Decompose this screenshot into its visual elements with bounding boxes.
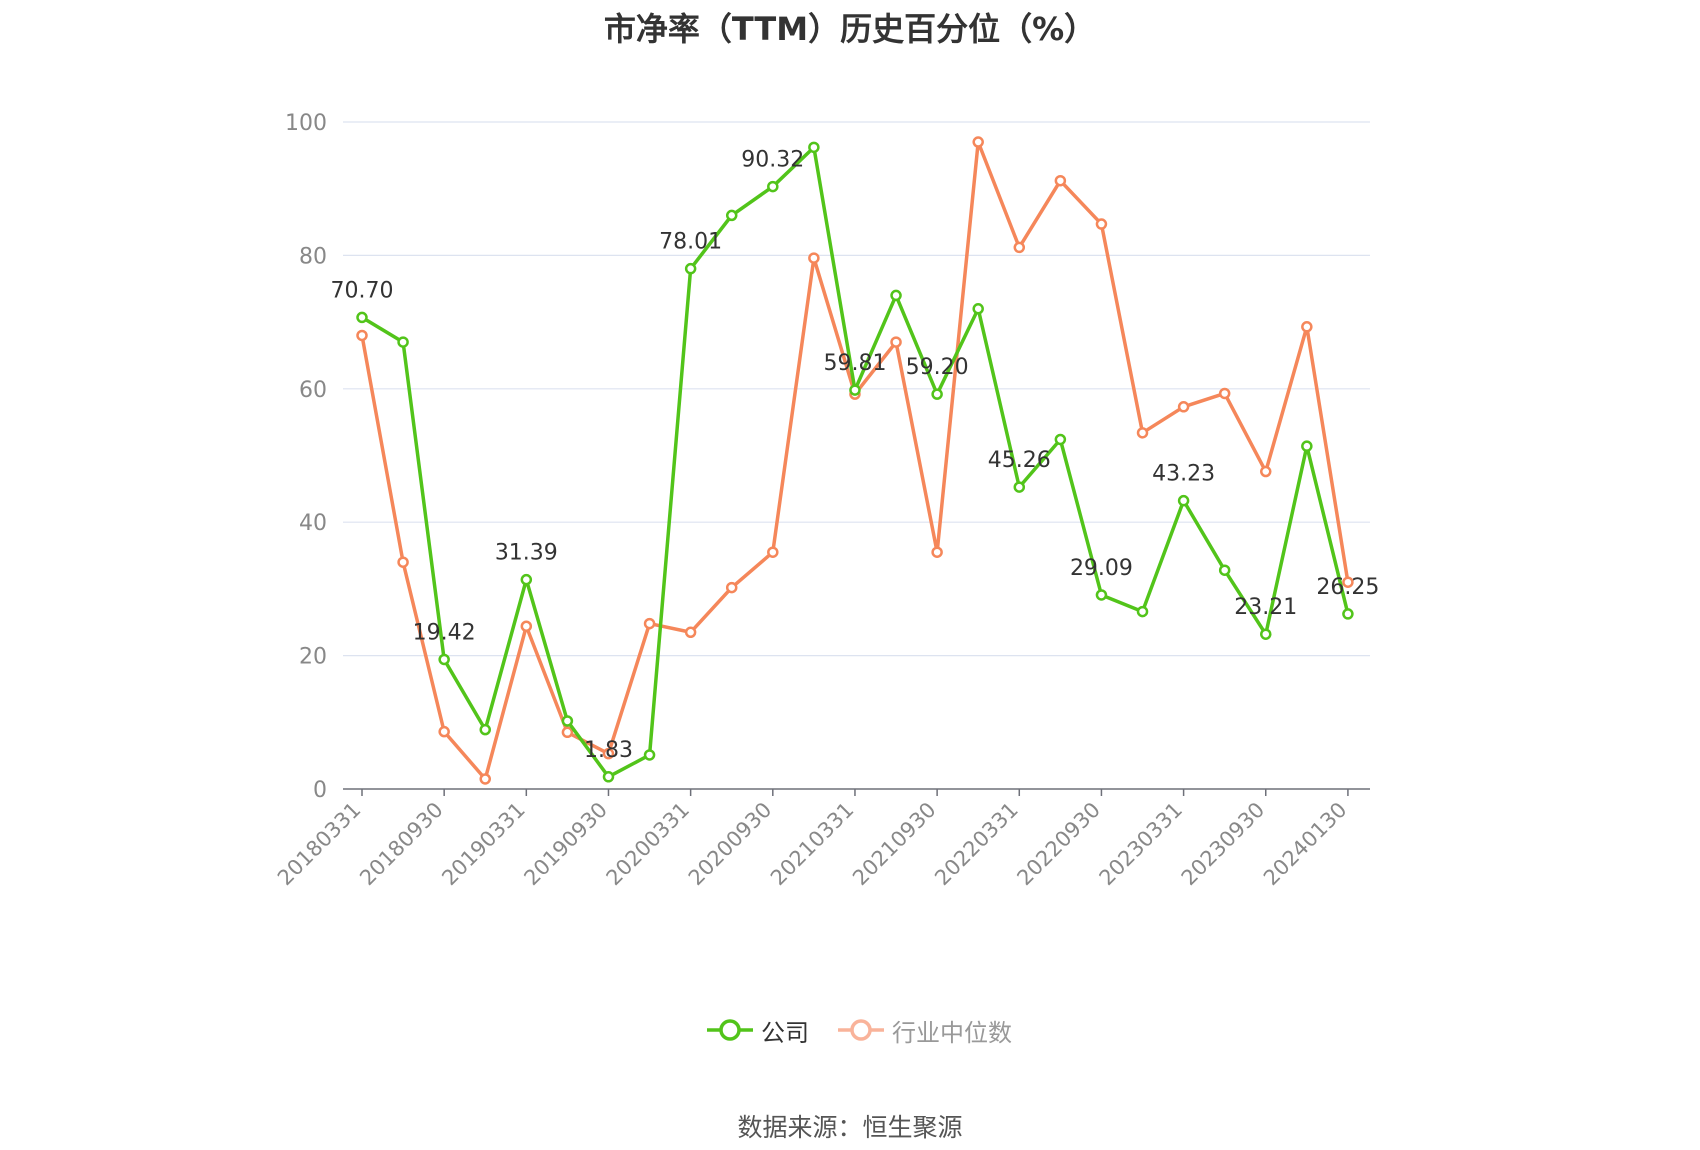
industry-point: [1218, 387, 1231, 400]
legend-company-icon: [707, 1019, 753, 1041]
x-tick-label: 20200930: [684, 798, 777, 891]
company-point: [684, 262, 697, 275]
x-tick-label: 20240130: [1259, 798, 1352, 891]
legend-label-industry: 行业中位数: [892, 1018, 1012, 1047]
y-tick-label: 20: [299, 645, 327, 670]
legend-industry-icon: [838, 1019, 884, 1041]
industry-point: [602, 747, 615, 760]
company-point: [931, 388, 943, 400]
industry-point: [520, 620, 533, 633]
data-label: 19.42: [413, 620, 476, 645]
company-point: [725, 209, 738, 222]
industry-point: [684, 626, 697, 639]
company-point: [972, 303, 984, 315]
company-point: [397, 336, 409, 348]
x-tick-label: 20210930: [848, 798, 941, 891]
industry-point: [438, 725, 450, 738]
company-point: [520, 573, 533, 586]
company-point: [479, 723, 491, 736]
company-point: [890, 289, 902, 302]
data-label: 78.01: [659, 230, 722, 255]
data-label: 45.26: [988, 448, 1051, 473]
company-point: [1342, 608, 1354, 620]
legend-label-company: 公司: [761, 1018, 809, 1047]
industry-point: [890, 336, 902, 348]
data-label: 43.23: [1152, 462, 1215, 487]
industry-point: [1342, 576, 1354, 588]
data-label: 90.32: [741, 148, 804, 173]
industry-point: [356, 329, 368, 342]
x-tick-label: 20230930: [1177, 798, 1270, 891]
company-point: [438, 653, 450, 666]
data-label: 59.81: [823, 351, 886, 376]
company-point: [561, 715, 574, 727]
industry-point: [1177, 401, 1190, 413]
company-point: [1301, 440, 1313, 452]
source-note: 数据来源：恒生聚源: [737, 1113, 963, 1142]
industry-point: [1136, 427, 1149, 439]
data-label: 1.83: [584, 738, 633, 763]
company-point: [1054, 433, 1067, 446]
company-point: [1136, 605, 1149, 618]
legend-item-company[interactable]: 公司: [707, 1010, 809, 1050]
industry-point: [643, 617, 656, 630]
data-label: 26.25: [1316, 575, 1379, 600]
x-tick-label: 20230331: [1095, 798, 1188, 891]
industry-point: [1054, 174, 1067, 187]
company-point: [602, 771, 615, 783]
company-point: [1013, 481, 1026, 493]
industry-point: [1260, 465, 1272, 478]
y-tick-label: 40: [299, 511, 327, 536]
legend-item-industry[interactable]: 行业中位数: [838, 1010, 1012, 1050]
data-label: 31.39: [495, 541, 558, 566]
y-tick-label: 80: [299, 244, 327, 269]
company-point: [643, 749, 656, 761]
industry-point: [1013, 241, 1026, 254]
company-point: [356, 311, 368, 324]
industry-point: [931, 546, 943, 558]
axes: 0 20 40 60 80 100 2018033120180930201903312019…: [273, 111, 1370, 890]
industry-point: [972, 136, 984, 148]
chart-title: 市净率（TTM）历史百分位（%）: [603, 10, 1097, 48]
y-tick-label: 100: [285, 111, 327, 136]
industry-point: [767, 546, 779, 558]
company-point: [1095, 589, 1108, 601]
industry-point: [1095, 218, 1108, 230]
x-tick-label: 20190331: [437, 798, 530, 891]
company-point: [1218, 564, 1231, 576]
industry-point: [397, 556, 409, 568]
company-point: [808, 141, 820, 154]
industry-point: [808, 252, 820, 264]
company-point: [1177, 494, 1190, 507]
industry-line: [360, 140, 1350, 781]
x-tick-label: 20220331: [930, 798, 1023, 891]
data-label: 23.21: [1234, 595, 1297, 620]
x-tick-label: 20210331: [766, 798, 859, 891]
industry-point: [1301, 321, 1313, 333]
industry-point: [479, 773, 491, 785]
series-lines: [356, 136, 1354, 785]
industry-point: [561, 726, 574, 739]
x-tick-label: 20190930: [519, 798, 612, 891]
y-tick-label: 60: [299, 378, 327, 403]
data-label: 70.70: [331, 278, 394, 303]
x-tick-label: 20180331: [273, 798, 366, 891]
x-tick-label: 20180930: [355, 798, 448, 891]
industry-point: [725, 581, 738, 594]
y-tick-label: 0: [313, 778, 327, 803]
company-point: [767, 180, 779, 193]
data-labels: 70.70 19.42 31.39 1.83 78.01 90.32 59.81 59.20 4…: [331, 148, 1380, 763]
company-point: [849, 384, 861, 396]
company-point: [1260, 628, 1272, 640]
data-label: 59.20: [906, 355, 969, 380]
x-tick-label: 20200331: [602, 798, 695, 891]
data-label: 29.09: [1070, 556, 1133, 581]
x-tick-label: 20220930: [1012, 798, 1105, 891]
